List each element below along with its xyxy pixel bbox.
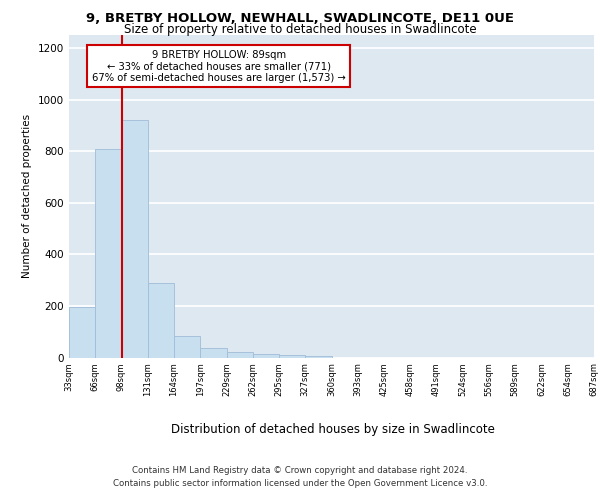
Text: Contains HM Land Registry data © Crown copyright and database right 2024.
Contai: Contains HM Land Registry data © Crown c… [113, 466, 487, 487]
Bar [174, 336, 200, 357]
Y-axis label: Number of detached properties: Number of detached properties [22, 114, 32, 278]
Text: 9 BRETBY HOLLOW: 89sqm
← 33% of detached houses are smaller (771)
67% of semi-de: 9 BRETBY HOLLOW: 89sqm ← 33% of detached… [92, 50, 346, 82]
Bar [227, 352, 253, 358]
Bar [148, 282, 174, 358]
Bar [121, 120, 148, 358]
Bar [305, 356, 331, 358]
Text: 9, BRETBY HOLLOW, NEWHALL, SWADLINCOTE, DE11 0UE: 9, BRETBY HOLLOW, NEWHALL, SWADLINCOTE, … [86, 12, 514, 26]
Bar [279, 355, 305, 358]
Bar [253, 354, 279, 358]
Bar [69, 307, 95, 358]
Bar [95, 148, 121, 358]
Text: Size of property relative to detached houses in Swadlincote: Size of property relative to detached ho… [124, 24, 476, 36]
Text: Distribution of detached houses by size in Swadlincote: Distribution of detached houses by size … [171, 422, 495, 436]
Bar [200, 348, 227, 358]
